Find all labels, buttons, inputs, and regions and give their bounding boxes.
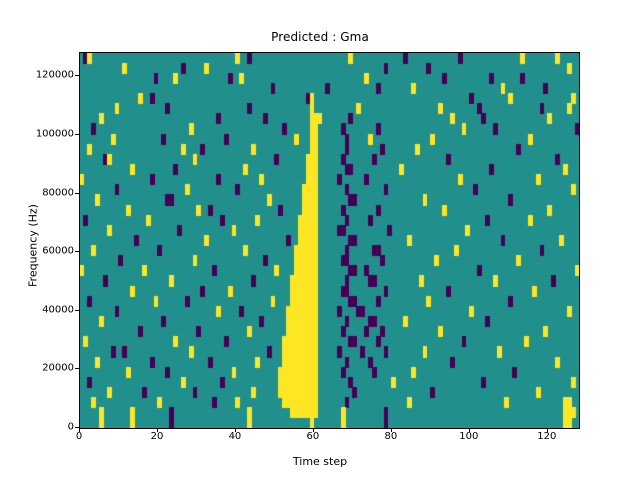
y-tick-label: 60000 xyxy=(42,245,74,257)
y-tick-mark xyxy=(75,309,79,311)
heatmap-canvas xyxy=(80,53,579,428)
chart-title: Predicted : Gma xyxy=(271,30,369,44)
x-tick-mark xyxy=(234,428,236,432)
x-tick-label: 20 xyxy=(150,431,164,442)
y-tick-mark xyxy=(75,251,79,253)
x-tick-label: 80 xyxy=(384,431,398,442)
y-tick-mark xyxy=(75,368,79,370)
heatmap-axes xyxy=(79,52,580,429)
x-tick-label: 120 xyxy=(537,431,557,442)
x-tick-mark xyxy=(390,428,392,432)
x-tick-label: 40 xyxy=(228,431,242,442)
x-tick-mark xyxy=(156,428,158,432)
y-tick-mark xyxy=(75,427,79,428)
x-axis-label: Time step xyxy=(292,455,348,468)
x-tick-label: 100 xyxy=(459,431,479,442)
y-tick-label: 80000 xyxy=(42,187,74,199)
y-tick-mark xyxy=(75,192,79,194)
y-tick-label: 100000 xyxy=(35,128,74,140)
y-tick-mark xyxy=(75,134,79,136)
x-tick-label: 60 xyxy=(306,431,320,442)
y-tick-mark xyxy=(75,75,79,77)
y-tick-label: 20000 xyxy=(42,362,74,374)
y-tick-label: 120000 xyxy=(35,69,74,81)
x-tick-mark xyxy=(312,428,314,432)
x-tick-mark xyxy=(79,428,80,432)
y-tick-label: 0 xyxy=(67,421,74,433)
y-axis-label: Frequency (Hz) xyxy=(26,204,40,287)
y-tick-label: 40000 xyxy=(42,304,74,316)
x-tick-label: 0 xyxy=(75,431,83,442)
x-tick-mark xyxy=(546,428,548,432)
x-tick-mark xyxy=(468,428,470,432)
